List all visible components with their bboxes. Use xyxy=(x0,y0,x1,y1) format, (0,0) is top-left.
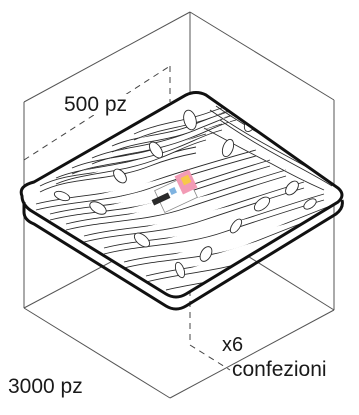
dashed-front-edges xyxy=(23,65,231,371)
bottom-quantity-label: 3000 pz xyxy=(6,375,85,398)
product-label xyxy=(151,169,198,214)
cutlery-tray xyxy=(19,91,344,311)
top-quantity-label: 500 pz xyxy=(62,93,130,116)
multiplier-label: x6 xyxy=(222,334,244,356)
packs-label: confezioni xyxy=(232,358,327,381)
